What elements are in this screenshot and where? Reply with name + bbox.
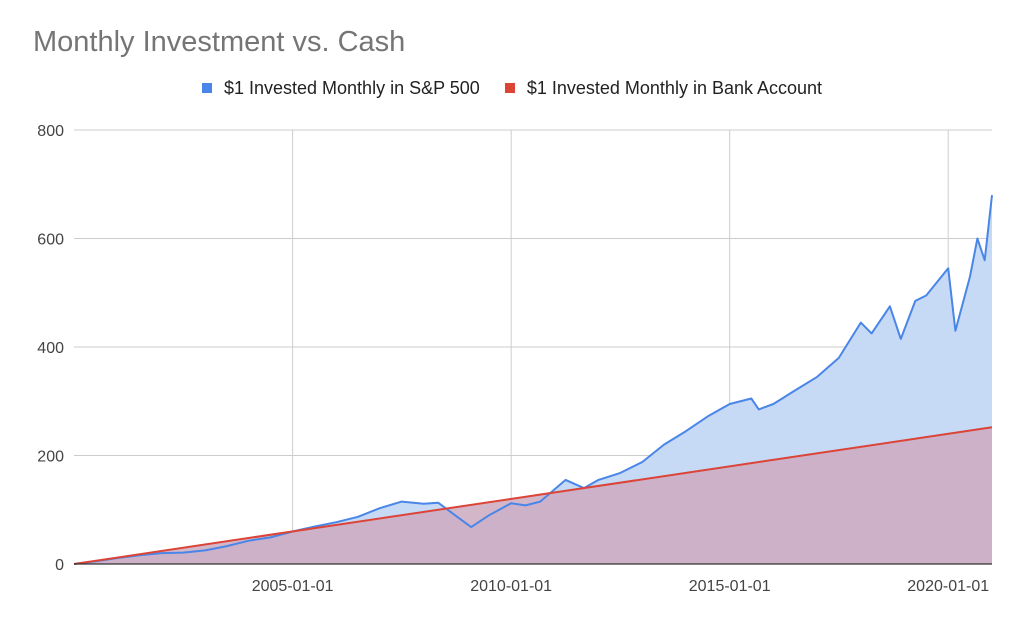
x-tick-label-2: 2015-01-01 [689,578,771,595]
series-areas [74,195,992,564]
chart-title: Monthly Investment vs. Cash [33,26,406,58]
y-tick-label-600: 600 [37,232,64,249]
legend-swatch-sp500 [201,83,212,93]
y-tick-label-200: 200 [37,449,64,466]
line-bank [73,426,993,565]
legend-label-bank: $1 Invested Monthly in Bank Account [526,78,823,98]
line-sp500 [73,194,993,565]
x-tick-label-0: 2005-01-01 [252,578,334,595]
legend-item-sp500[interactable]: $1 Invested Monthly in S&P 500 [201,78,480,99]
legend-label-sp500: $1 Invested Monthly in S&P 500 [223,78,480,98]
series-lines [73,194,993,565]
y-tick-label-800: 800 [37,123,64,140]
y-tick-label-400: 400 [37,340,64,357]
y-tick-label-0: 0 [55,557,64,574]
tick-labels: 0 200 400 600 800 2005-01-01 2010-01-01 2015-01… [37,123,989,595]
x-tick-label-1: 2010-01-01 [470,578,552,595]
legend-swatch-bank [504,83,515,93]
x-tick-label-3: 2020-01-01 [907,578,989,595]
chart-legend: $1 Invested Monthly in S&P 500 $1 Invest… [0,78,1024,99]
legend-item-bank[interactable]: $1 Invested Monthly in Bank Account [504,78,823,99]
